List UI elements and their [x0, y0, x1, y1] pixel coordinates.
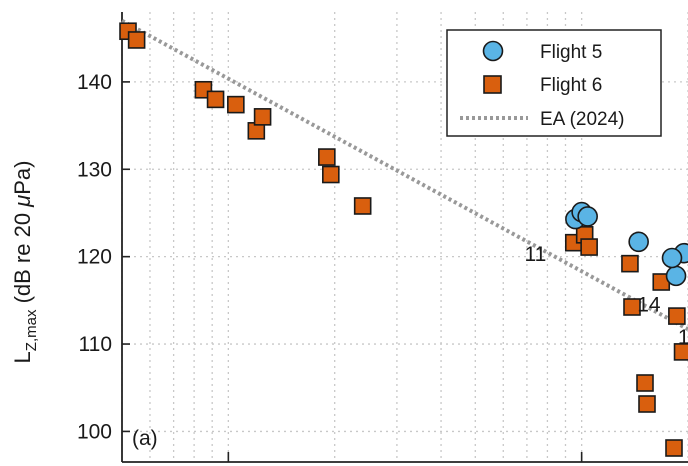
flight-5-point: [628, 231, 649, 253]
legend-label-ea: EA (2024): [540, 109, 625, 130]
flight-6-point: [227, 95, 245, 114]
y-tick-label: 110: [79, 333, 112, 356]
y-tick-label: 120: [77, 246, 112, 269]
y-label-unit: (dB re 20: [10, 207, 35, 310]
y-tick-label: 140: [77, 71, 112, 94]
flight-5-point: [577, 206, 598, 227]
y-label-unit-end: Pa): [10, 161, 35, 195]
flight-5-point: [665, 265, 687, 287]
flight-6-point: [322, 165, 340, 184]
grid-lines: [121, 12, 688, 462]
y-label-main: L: [10, 351, 35, 363]
flight-6-point: [318, 148, 336, 166]
y-tick-label: 130: [77, 158, 112, 181]
y-label-sub: Z,max: [23, 309, 40, 351]
axes: 100 110 120 130 140: [77, 12, 688, 463]
flight-6-point: [636, 374, 654, 392]
flight-6-point: [673, 343, 688, 361]
legend: Flight 5 Flight 6 EA (2024): [446, 29, 662, 137]
flight-6-point: [621, 254, 639, 273]
flight-6-point: [580, 238, 598, 256]
flight-6-point: [206, 90, 225, 109]
y-axis-label: LZ,max (dB re 20 μPa): [10, 161, 40, 364]
data-points: [119, 22, 688, 457]
legend-box: [446, 29, 662, 137]
flight-6-point: [665, 439, 683, 457]
legend-marker-flight-6: [483, 75, 502, 94]
flight-6-point: [638, 395, 656, 413]
flight-6-point: [668, 307, 686, 325]
point-labels: 11 14 18: [525, 243, 688, 349]
panel-label: (a): [132, 427, 158, 450]
flight-6-point: [127, 31, 146, 49]
legend-label-flight-6: Flight 6: [540, 75, 602, 96]
flight-6-point: [623, 298, 641, 316]
y-label-mu: μ: [10, 195, 35, 208]
legend-marker-flight-5: [482, 40, 504, 62]
legend-label-flight-5: Flight 5: [540, 42, 602, 63]
flight-6-point: [253, 108, 272, 126]
point-label: 14: [637, 294, 661, 317]
flight-6-point: [353, 197, 372, 215]
flight-5-point: [661, 247, 683, 269]
point-label: 18: [678, 326, 688, 349]
y-tick-label: 100: [77, 420, 112, 443]
point-label: 11: [525, 243, 547, 266]
